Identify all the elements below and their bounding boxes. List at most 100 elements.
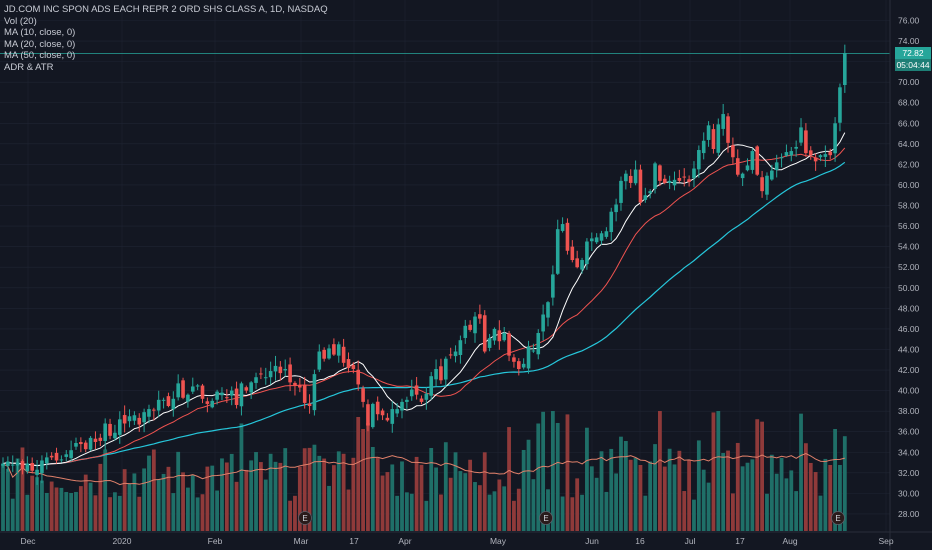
volume-bar — [531, 479, 536, 531]
candle-body — [83, 442, 88, 450]
candle-body — [361, 388, 365, 402]
volume-bar — [526, 439, 531, 531]
volume-bar — [565, 414, 570, 531]
volume-bar — [49, 481, 54, 531]
volume-bar — [473, 482, 477, 531]
candle-body — [638, 169, 643, 203]
price-tick-label: 36.00 — [898, 427, 920, 437]
volume-bar — [692, 499, 696, 531]
volume-bar — [239, 423, 244, 531]
candle-body — [113, 432, 117, 439]
volume-bar — [672, 464, 677, 531]
volume-bar — [458, 471, 463, 531]
volume-bar — [137, 496, 142, 531]
price-tick-label: 52.00 — [898, 262, 920, 272]
ma20-indicator-label[interactable]: MA (20, close, 0) — [4, 38, 76, 50]
candle-body — [259, 373, 263, 375]
candle-body — [502, 333, 506, 341]
volume-bar — [721, 453, 726, 531]
earnings-marker[interactable]: E — [298, 511, 312, 525]
candle-body — [838, 87, 842, 123]
volume-bar — [813, 472, 818, 531]
candle-body — [49, 455, 54, 458]
candle-body — [312, 374, 317, 411]
earnings-marker-circle — [298, 511, 312, 525]
price-axis[interactable]: 28.00 30.00 32.00 34.00 36.00 38.00 40.00 42.00… — [889, 0, 920, 550]
candle-body — [546, 302, 550, 318]
candle-body — [740, 173, 745, 179]
volume-bar — [59, 487, 64, 531]
volume-bar — [740, 466, 745, 531]
volume-bar — [716, 411, 721, 531]
time-tick-label: Sep — [878, 536, 893, 546]
price-tick-label: 74.00 — [898, 36, 920, 46]
volume-bar — [502, 486, 507, 531]
candlesticks — [1, 44, 847, 485]
volume-bar — [5, 468, 10, 531]
volume-bar — [98, 463, 103, 531]
symbol-title[interactable]: JD.COM INC SPON ADS EACH REPR 2 ORD SHS … — [4, 4, 328, 15]
volume-bar — [390, 464, 395, 531]
price-tick-label: 46.00 — [898, 324, 920, 334]
price-tick-label: 70.00 — [898, 77, 920, 87]
volume-bar — [210, 465, 215, 531]
volume-bar — [482, 452, 487, 531]
earnings-marker[interactable]: E — [831, 511, 845, 525]
vol-indicator-label[interactable]: Vol (20) — [4, 15, 37, 27]
candle-body — [599, 233, 604, 241]
volume-bar — [293, 495, 297, 531]
candle-body — [419, 398, 424, 402]
time-tick-label: 16 — [635, 536, 645, 546]
candle-body — [448, 354, 453, 356]
volume-bar — [258, 462, 263, 531]
volume-bar — [541, 411, 546, 531]
ma10-line — [2, 132, 846, 467]
volume-bar — [205, 466, 210, 531]
candle-body — [351, 364, 356, 369]
candle-body — [414, 385, 419, 395]
volume-bar — [268, 453, 273, 531]
candle-body — [444, 358, 448, 380]
volume-bar — [434, 467, 438, 531]
volume-bar — [638, 465, 643, 531]
volume-bar — [701, 469, 706, 531]
price-tick-label: 68.00 — [898, 98, 920, 108]
candle-body — [692, 168, 696, 179]
price-tick-label: 28.00 — [898, 509, 920, 519]
candle-body — [570, 246, 575, 261]
candle-body — [322, 349, 326, 359]
volume-bar — [1, 463, 5, 531]
candle-body — [633, 169, 638, 184]
candle-body — [779, 157, 784, 159]
volume-bar — [15, 458, 20, 531]
time-tick-label: 17 — [735, 536, 745, 546]
candle-body — [594, 237, 599, 243]
candle-body — [624, 173, 628, 182]
candle-body — [332, 344, 336, 355]
candle-body — [580, 260, 584, 270]
ma10-indicator-label[interactable]: MA (10, close, 0) — [4, 27, 76, 39]
candle-body — [765, 175, 769, 195]
volume-bar — [585, 427, 589, 531]
candle-body — [575, 258, 579, 268]
volume-bar — [842, 436, 847, 531]
volume-bar — [147, 455, 151, 531]
candle-body — [20, 461, 25, 469]
volume-bar — [653, 444, 657, 531]
volume-bar — [25, 494, 30, 531]
ma50-indicator-label[interactable]: MA (50, close, 0) — [4, 50, 76, 62]
time-axis[interactable]: Dec 2020 Feb Mar 17 Apr May Jun 16 Jul 17 Aug Sep — [0, 531, 932, 546]
candle-body — [808, 150, 813, 156]
volume-bar — [628, 459, 633, 531]
candle-body — [453, 351, 458, 357]
candle-body — [648, 191, 652, 194]
time-tick-label: Mar — [294, 536, 309, 546]
volume-bar — [385, 472, 390, 531]
earnings-marker[interactable]: E — [539, 511, 553, 525]
candle-body — [74, 443, 78, 447]
adr-atr-indicator-label[interactable]: ADR & ATR — [4, 61, 54, 73]
candle-body — [643, 195, 648, 200]
candle-body — [103, 423, 107, 441]
